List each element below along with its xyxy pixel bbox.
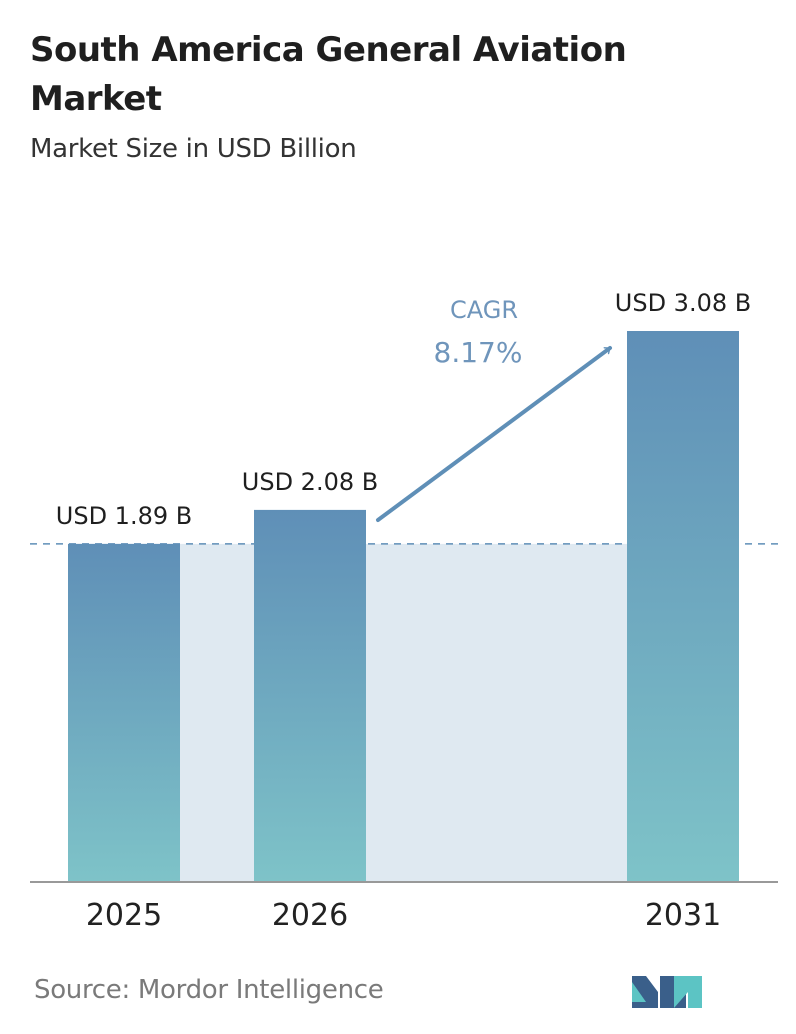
cagr-arrow — [376, 346, 612, 522]
x-tick-2031: 2031 — [645, 898, 721, 933]
cagr-label: CAGR — [450, 296, 518, 324]
value-label-2026: USD 2.08 B — [242, 468, 378, 496]
chart-subtitle: Market Size in USD Billion — [30, 134, 357, 164]
value-label-2031: USD 3.08 B — [615, 289, 751, 317]
x-tick-2026: 2026 — [272, 898, 348, 933]
bar-2026 — [254, 509, 366, 882]
bar-2031 — [627, 331, 739, 882]
bar-2025 — [68, 543, 180, 882]
mordor-intelligence-logo-icon — [632, 976, 702, 1008]
bar-chart: USD 1.89 B 2025 USD 2.08 B 2026 USD 3.08 B 20… — [30, 289, 780, 933]
chart-title: South America General Aviation Market — [30, 30, 627, 119]
cagr-value: 8.17% — [434, 336, 523, 369]
value-label-2025: USD 1.89 B — [56, 502, 192, 530]
source-note: Source: Mordor Intelligence — [34, 975, 384, 1005]
x-tick-2025: 2025 — [86, 898, 162, 933]
